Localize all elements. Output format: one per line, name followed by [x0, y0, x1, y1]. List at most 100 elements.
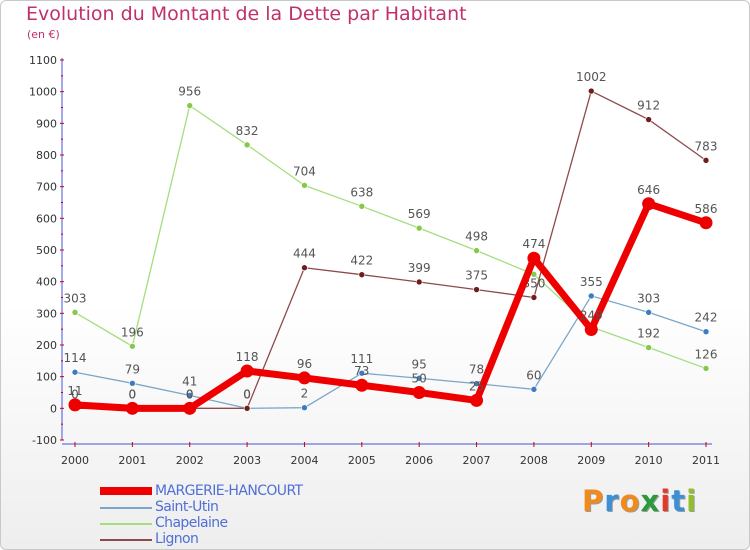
logo-letter: x: [640, 484, 661, 518]
data-label: 474: [522, 237, 545, 251]
data-point: [587, 87, 595, 95]
chart-title: Evolution du Montant de la Dette par Hab…: [26, 3, 467, 25]
data-label: 95: [412, 357, 427, 371]
x-tick-label: 2009: [577, 454, 605, 467]
data-label: 60: [526, 368, 541, 382]
data-point: [470, 393, 484, 407]
data-label: 0: [71, 387, 79, 401]
data-point: [587, 292, 595, 300]
data-point: [702, 157, 710, 164]
x-tick-label: 2002: [176, 454, 204, 467]
data-label: 912: [637, 99, 660, 113]
data-point: [645, 309, 652, 316]
data-point: [699, 216, 713, 230]
data-label: 41: [182, 374, 197, 388]
chart-unit-label: (en €): [27, 28, 60, 41]
data-point: [301, 182, 308, 189]
data-point: [527, 251, 541, 265]
data-point: [412, 386, 426, 399]
x-tick-label: 2008: [520, 454, 548, 467]
y-tick-label: 1000: [29, 86, 57, 99]
data-point: [702, 328, 710, 336]
data-label: 73: [354, 364, 369, 378]
y-tick-label: 300: [36, 307, 57, 320]
data-point: [358, 271, 366, 279]
legend-label: Chapelaine: [155, 515, 228, 531]
data-label: 399: [408, 261, 431, 275]
y-tick-label: 700: [36, 181, 57, 194]
data-point: [186, 392, 194, 399]
data-point: [702, 365, 710, 372]
data-label: 375: [465, 269, 488, 283]
data-label: 249: [580, 308, 603, 322]
data-label: 25: [469, 379, 484, 393]
data-point: [240, 364, 254, 378]
data-point: [415, 374, 423, 382]
data-point: [530, 294, 538, 301]
data-label: 126: [695, 347, 718, 361]
legend-swatch: [100, 507, 152, 509]
logo-letter: t: [671, 484, 687, 518]
logo-letter: r: [604, 484, 620, 518]
data-label: 96: [297, 357, 312, 371]
data-label: 303: [64, 291, 87, 305]
data-label: 355: [580, 275, 603, 289]
data-label: 704: [293, 164, 316, 178]
data-label: 444: [293, 247, 316, 261]
logo-letter: P: [582, 484, 605, 518]
data-label: 0: [186, 387, 194, 401]
data-label: 50: [412, 372, 427, 386]
data-label: 586: [695, 202, 718, 216]
data-point: [358, 203, 366, 210]
data-label: 956: [178, 85, 201, 99]
series-line-chapelaine: [74, 104, 707, 370]
series-line-lignon: [74, 90, 707, 409]
x-tick-label: 2000: [61, 454, 89, 467]
x-tick-label: 2001: [118, 454, 146, 467]
data-label: 569: [408, 207, 431, 221]
data-point: [243, 141, 251, 149]
data-point: [243, 405, 251, 412]
data-point: [68, 398, 82, 412]
data-point: [358, 369, 366, 377]
data-point: [584, 322, 598, 336]
data-point: [186, 102, 194, 109]
legend-label: Lignon: [155, 531, 199, 547]
y-tick-label: -100: [32, 434, 57, 447]
y-tick-label: 200: [36, 339, 57, 352]
data-label: 118: [236, 350, 259, 364]
data-point: [473, 247, 480, 254]
data-label: 114: [64, 351, 87, 365]
data-label: 0: [243, 387, 251, 401]
data-point: [71, 309, 79, 316]
data-label: 2: [301, 387, 309, 401]
legend-label: Saint-Utin: [155, 499, 219, 515]
x-tick-label: 2007: [463, 454, 491, 467]
y-tick-label: 400: [36, 276, 57, 289]
data-point: [355, 378, 369, 392]
y-tick-label: 500: [36, 244, 57, 257]
data-point: [297, 371, 311, 385]
data-point: [642, 197, 656, 211]
data-point: [129, 342, 136, 350]
data-label: 192: [637, 327, 660, 341]
series-line-margerie-hancourt: [71, 200, 710, 412]
proxiti-logo: Proxiti: [582, 484, 697, 518]
data-point: [183, 401, 197, 415]
data-label: 783: [695, 139, 718, 153]
data-label: 303: [637, 291, 660, 305]
y-tick-label: 100: [36, 371, 57, 384]
legend-swatch: [100, 523, 152, 525]
data-point: [301, 264, 308, 272]
logo-letter: o: [619, 484, 641, 518]
x-tick-label: 2011: [692, 454, 720, 467]
data-point: [125, 401, 139, 415]
data-point: [530, 386, 538, 393]
x-tick-label: 2006: [405, 454, 433, 467]
data-label: 111: [350, 352, 373, 366]
data-point: [415, 224, 423, 232]
legend-swatch: [100, 539, 152, 541]
y-tick-label: 900: [36, 117, 57, 130]
